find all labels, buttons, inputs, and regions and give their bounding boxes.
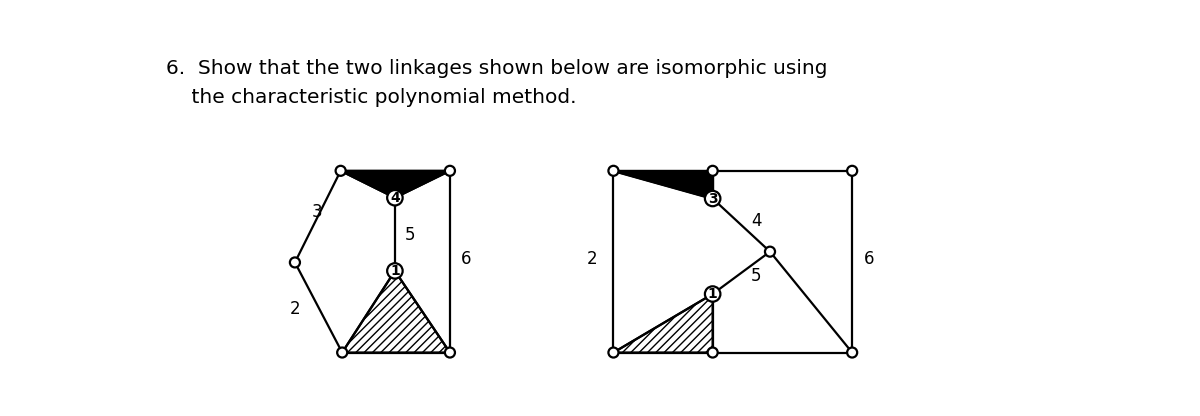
Circle shape: [388, 190, 403, 206]
Text: 3: 3: [312, 203, 323, 220]
Text: 2: 2: [587, 250, 598, 268]
Circle shape: [708, 166, 718, 176]
Text: 4: 4: [751, 212, 761, 230]
Circle shape: [608, 166, 618, 176]
Circle shape: [704, 286, 720, 302]
Circle shape: [445, 347, 455, 357]
Circle shape: [445, 166, 455, 176]
Polygon shape: [341, 171, 450, 198]
Circle shape: [337, 347, 347, 357]
Text: 1: 1: [390, 264, 400, 278]
Text: 3: 3: [708, 191, 718, 206]
Circle shape: [708, 347, 718, 357]
Text: the characteristic polynomial method.: the characteristic polynomial method.: [166, 89, 576, 107]
Circle shape: [336, 166, 346, 176]
Text: 4: 4: [390, 191, 400, 205]
Text: 6: 6: [864, 250, 875, 268]
Circle shape: [764, 247, 775, 257]
Text: 6: 6: [461, 250, 472, 268]
Circle shape: [847, 166, 857, 176]
Circle shape: [388, 263, 403, 279]
Polygon shape: [613, 294, 713, 352]
Text: 5: 5: [406, 226, 415, 244]
Text: 1: 1: [708, 287, 718, 301]
Text: 6.  Show that the two linkages shown below are isomorphic using: 6. Show that the two linkages shown belo…: [166, 59, 827, 78]
Polygon shape: [613, 171, 713, 198]
Circle shape: [847, 347, 857, 357]
Polygon shape: [342, 271, 450, 352]
Circle shape: [290, 258, 300, 267]
Text: 5: 5: [751, 267, 761, 285]
Circle shape: [608, 347, 618, 357]
Text: 2: 2: [289, 300, 300, 318]
Circle shape: [704, 191, 720, 206]
